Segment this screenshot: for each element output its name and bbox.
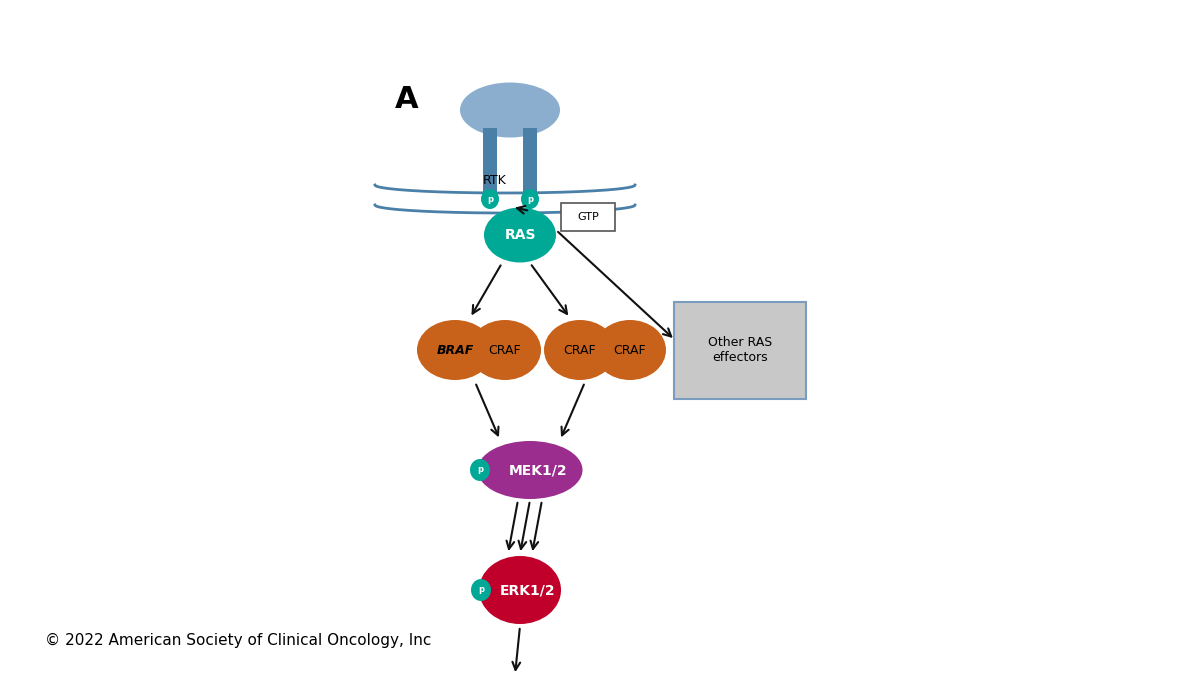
Text: © 2022 American Society of Clinical Oncology, Inc: © 2022 American Society of Clinical Onco… <box>46 632 431 647</box>
Ellipse shape <box>479 556 562 624</box>
Ellipse shape <box>544 320 616 380</box>
Ellipse shape <box>481 189 499 209</box>
Text: GTP: GTP <box>577 212 599 222</box>
Text: CRAF: CRAF <box>564 344 596 356</box>
Ellipse shape <box>484 207 556 263</box>
Ellipse shape <box>460 82 560 138</box>
FancyBboxPatch shape <box>562 203 616 231</box>
Ellipse shape <box>470 579 491 601</box>
Bar <box>482 128 497 200</box>
FancyBboxPatch shape <box>674 302 806 399</box>
Text: ERK1/2: ERK1/2 <box>500 583 556 597</box>
Ellipse shape <box>521 189 539 209</box>
Text: p: p <box>478 466 482 475</box>
Text: MEK1/2: MEK1/2 <box>509 463 568 477</box>
Text: BRAF: BRAF <box>437 344 474 356</box>
Text: p: p <box>478 585 484 595</box>
Text: p: p <box>487 194 493 203</box>
Ellipse shape <box>418 320 493 380</box>
Ellipse shape <box>470 459 490 481</box>
Text: RTK: RTK <box>484 173 506 186</box>
Ellipse shape <box>594 320 666 380</box>
Text: RAS: RAS <box>504 228 535 242</box>
Ellipse shape <box>478 441 582 499</box>
Ellipse shape <box>469 320 541 380</box>
Text: Other RAS
effectors: Other RAS effectors <box>708 336 772 364</box>
Text: A: A <box>395 85 419 114</box>
Bar <box>523 128 538 200</box>
Text: CRAF: CRAF <box>613 344 647 356</box>
Text: CRAF: CRAF <box>488 344 521 356</box>
Text: p: p <box>527 194 533 203</box>
